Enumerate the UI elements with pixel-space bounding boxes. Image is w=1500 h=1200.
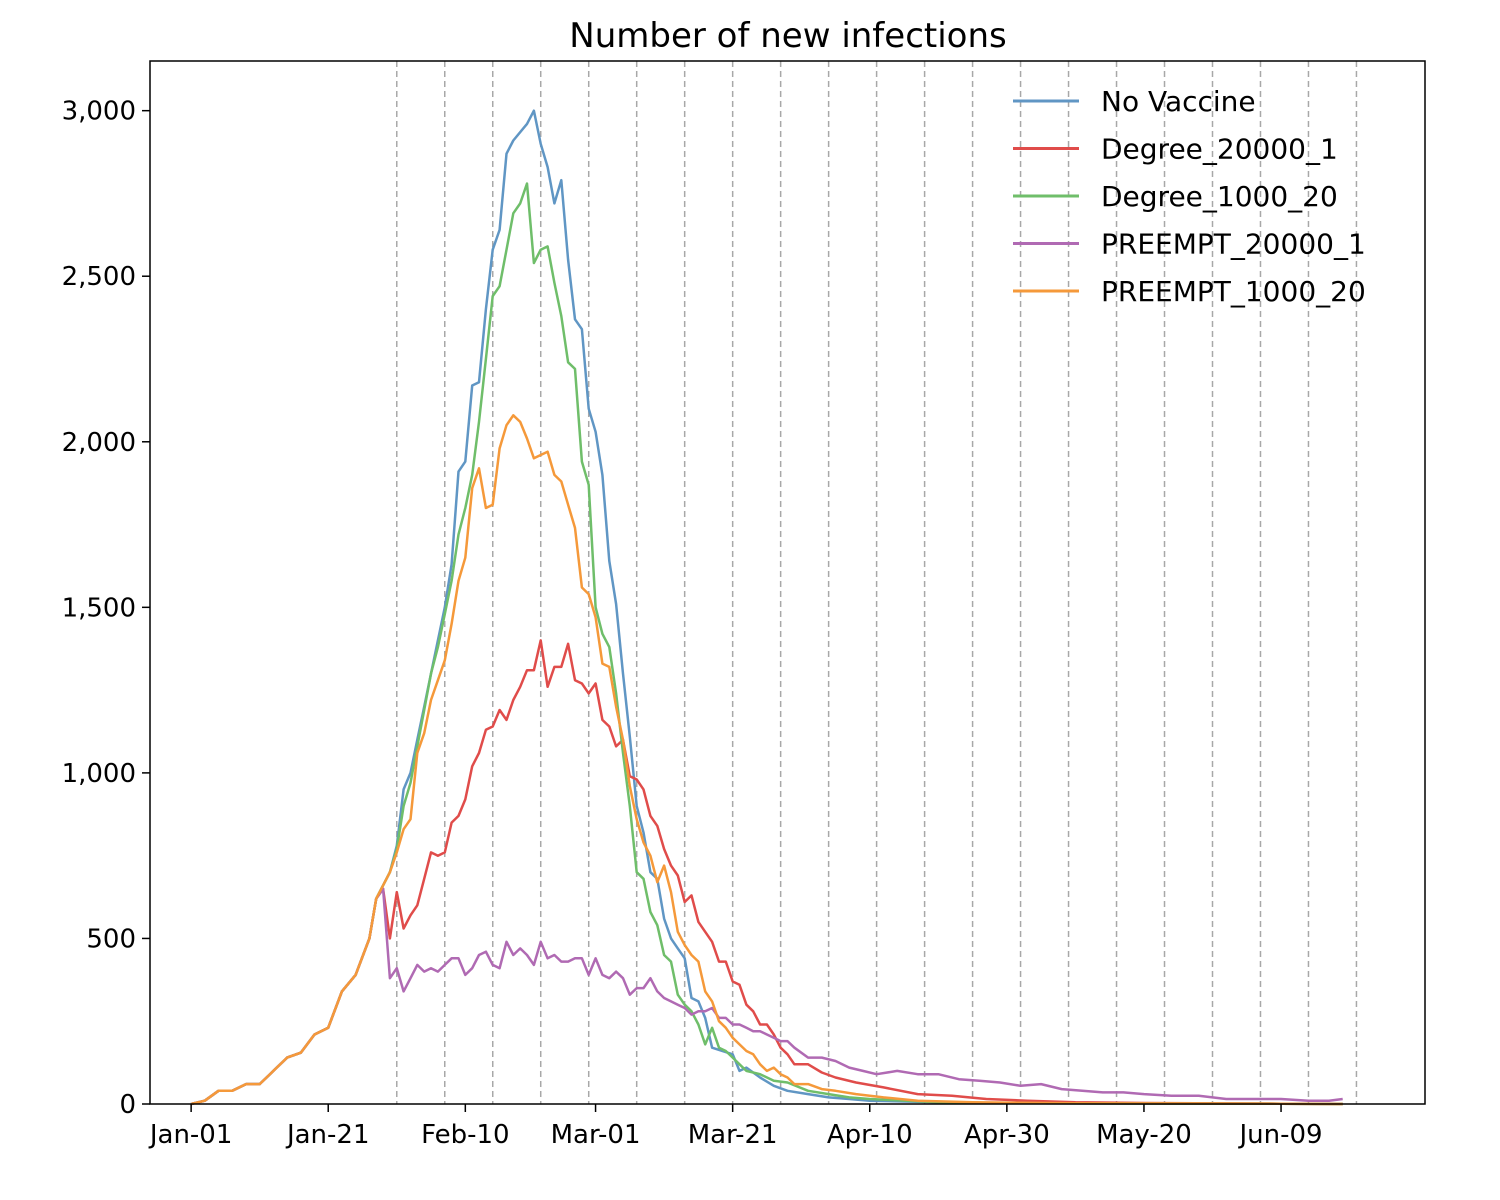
y-axis: 0 500 1,000 1,500 2,000 2,500 3,000 [62,97,150,1120]
y-tick-label: 500 [86,924,136,954]
y-tick-label: 1,500 [62,593,136,623]
y-tick-label: 3,000 [62,97,136,127]
y-tick-label: 2,500 [62,262,136,292]
chart-title: Number of new infections [569,16,1006,56]
x-axis: Jan-01 Jan-21 Feb-10 Mar-01 Mar-21 Apr-10 Apr-… [148,1104,1323,1150]
y-tick-label: 2,000 [62,428,136,458]
plot-frame [149,60,1426,1105]
legend-label: Degree_1000_20 [1101,180,1338,213]
series-line-3 [190,887,1343,1106]
x-tick-label: Jan-01 [148,1120,233,1150]
x-tick-label: Jun-09 [1238,1120,1323,1150]
x-tick-label: Mar-21 [688,1120,778,1150]
y-tick-label: 1,000 [62,759,136,789]
x-tick-label: Jan-21 [285,1120,370,1150]
legend: No Vaccine Degree_20000_1 Degree_1000_20 PR… [1013,85,1366,308]
legend-label: PREEMPT_20000_1 [1101,228,1366,261]
y-tick-label: 0 [119,1090,136,1120]
series-line-4 [190,414,1343,1106]
x-tick-label: Mar-01 [551,1120,641,1150]
series-line-2 [190,182,1343,1106]
legend-label: Degree_20000_1 [1101,133,1338,166]
x-tick-label: May-20 [1096,1120,1192,1150]
legend-label: No Vaccine [1101,85,1256,118]
legend-label: PREEMPT_1000_20 [1101,275,1366,308]
series-lines [190,109,1343,1106]
x-tick-label: Feb-10 [421,1120,510,1150]
x-tick-label: Apr-30 [964,1120,1050,1150]
weekly-vertical-lines [396,61,1358,1104]
x-tick-label: Apr-10 [827,1120,913,1150]
